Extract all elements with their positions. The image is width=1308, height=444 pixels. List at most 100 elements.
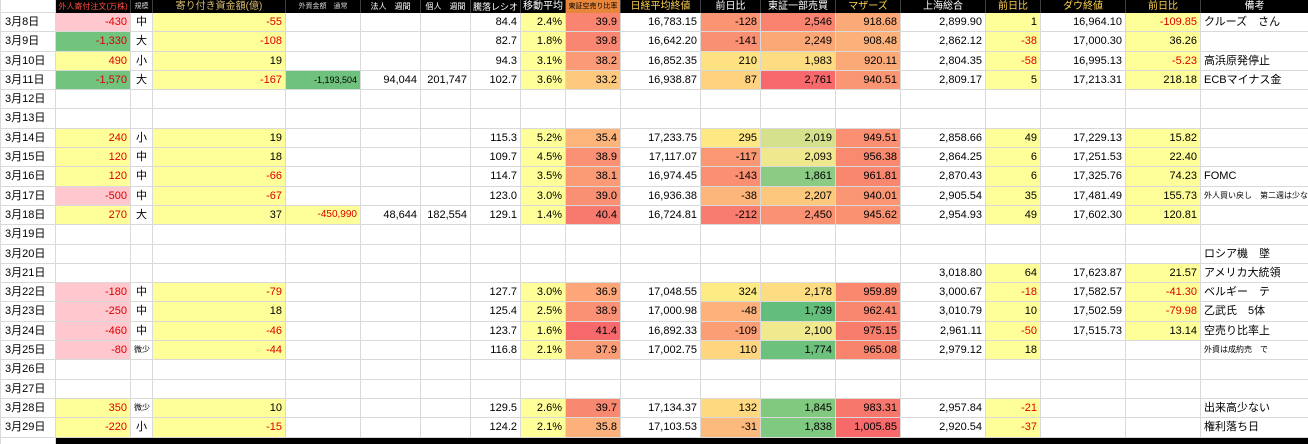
cell-individual-weekly[interactable] — [421, 225, 471, 245]
cell-shanghai-change[interactable]: 10 — [986, 302, 1041, 322]
cell-foreign-orders[interactable] — [56, 263, 131, 284]
cell-date[interactable]: 3月24日 — [1, 321, 56, 342]
cell-opening-funds[interactable] — [153, 109, 286, 129]
cell-shanghai-change[interactable]: 35 — [986, 186, 1041, 206]
cell-opening-funds[interactable]: -46 — [153, 321, 286, 342]
cell-moving-average[interactable] — [521, 379, 566, 399]
cell-remarks[interactable] — [1201, 360, 1308, 380]
cell-foreign-amount[interactable] — [286, 398, 361, 419]
column-header-foreign-orders[interactable]: 外人寄付注文(万株) — [56, 0, 131, 13]
cell-dow-change[interactable] — [1126, 225, 1201, 245]
cell-updown-ratio[interactable]: 84.4 — [471, 13, 521, 33]
column-header-corporate-weekly[interactable]: 法人 週間 — [361, 0, 421, 13]
cell-date[interactable]: 3月20日 — [1, 244, 56, 264]
column-header-foreign-amount[interactable]: 外資金額 通常 — [286, 0, 361, 13]
cell-corporate-weekly[interactable] — [361, 128, 421, 149]
cell-nikkei-change[interactable] — [701, 360, 761, 380]
cell-order-size[interactable]: 中 — [131, 167, 153, 187]
cell-nikkei-close[interactable]: 17,103.53 — [621, 418, 701, 438]
cell-opening-funds[interactable]: -67 — [153, 186, 286, 206]
cell-date[interactable]: 3月18日 — [1, 205, 56, 226]
cell-opening-funds[interactable]: 37 — [153, 205, 286, 226]
cell-nikkei-change[interactable] — [701, 109, 761, 129]
cell-dow-change[interactable]: 218.18 — [1126, 70, 1201, 91]
cell-individual-weekly[interactable] — [421, 244, 471, 264]
cell-individual-weekly[interactable] — [421, 379, 471, 399]
cell-individual-weekly[interactable] — [421, 321, 471, 342]
cell-nikkei-change[interactable]: 87 — [701, 70, 761, 91]
cell-tse1-volume[interactable]: 2,093 — [761, 148, 836, 168]
cell-remarks[interactable] — [1201, 109, 1308, 129]
cell-foreign-orders[interactable]: 490 — [56, 51, 131, 71]
cell-order-size[interactable]: 大 — [131, 70, 153, 91]
cell-shanghai-change[interactable]: -38 — [986, 32, 1041, 52]
cell-individual-weekly[interactable] — [421, 167, 471, 187]
cell-opening-funds[interactable]: -79 — [153, 283, 286, 303]
cell-remarks[interactable]: クルーズ さん — [1201, 13, 1308, 33]
cell-nikkei-close[interactable]: 17,000.98 — [621, 302, 701, 322]
cell-foreign-orders[interactable] — [56, 109, 131, 129]
cell-remarks[interactable]: 権利落ち日 — [1201, 418, 1308, 438]
cell-updown-ratio[interactable] — [471, 244, 521, 264]
cell-shanghai-composite[interactable]: 2,870.43 — [901, 167, 986, 187]
cell-individual-weekly[interactable]: 201,747 — [421, 70, 471, 91]
cell-mothers-index[interactable]: 962.41 — [836, 302, 901, 322]
cell-foreign-amount[interactable] — [286, 109, 361, 129]
cell-shanghai-change[interactable]: 5 — [986, 70, 1041, 91]
cell-mothers-index[interactable] — [836, 360, 901, 380]
cell-shanghai-change[interactable]: -37 — [986, 418, 1041, 438]
cell-dow-close[interactable]: 17,502.59 — [1041, 302, 1126, 322]
cell-updown-ratio[interactable]: 116.8 — [471, 341, 521, 361]
cell-remarks[interactable]: 空売り比率上 — [1201, 322, 1308, 342]
cell-moving-average[interactable]: 2.1% — [521, 418, 566, 438]
cell-dow-change[interactable]: 15.82 — [1126, 128, 1201, 149]
cell-foreign-amount[interactable] — [286, 379, 361, 399]
cell-dow-close[interactable]: 17,602.30 — [1041, 205, 1126, 226]
cell-foreign-orders[interactable] — [56, 379, 131, 399]
cell-moving-average[interactable] — [521, 360, 566, 380]
cell-foreign-orders[interactable] — [56, 360, 131, 380]
cell-foreign-orders[interactable]: 120 — [56, 148, 131, 168]
cell-corporate-weekly[interactable] — [361, 90, 421, 110]
cell-foreign-amount[interactable] — [286, 128, 361, 149]
cell-shanghai-change[interactable]: -21 — [986, 398, 1041, 419]
cell-corporate-weekly[interactable] — [361, 418, 421, 438]
cell-foreign-amount[interactable] — [286, 32, 361, 52]
cell-moving-average[interactable]: 1.8% — [521, 32, 566, 52]
cell-foreign-amount[interactable] — [286, 360, 361, 380]
cell-dow-change[interactable] — [1126, 379, 1201, 399]
cell-short-sell-ratio[interactable]: 39.7 — [566, 398, 621, 419]
cell-short-sell-ratio[interactable]: 40.4 — [566, 205, 621, 226]
cell-foreign-orders[interactable]: -220 — [56, 418, 131, 438]
cell-foreign-orders[interactable]: -430 — [56, 13, 131, 33]
cell-shanghai-composite[interactable] — [901, 90, 986, 110]
cell-date[interactable]: 3月11日 — [1, 70, 56, 91]
cell-order-size[interactable]: 小 — [131, 128, 153, 149]
cell-opening-funds[interactable]: 19 — [153, 51, 286, 71]
cell-nikkei-change[interactable]: -48 — [701, 302, 761, 322]
column-header-updown-ratio[interactable]: 騰落レシオ — [471, 0, 521, 13]
cell-nikkei-close[interactable]: 16,936.38 — [621, 186, 701, 206]
cell-foreign-amount[interactable] — [286, 225, 361, 245]
cell-foreign-orders[interactable]: 120 — [56, 167, 131, 187]
cell-order-size[interactable]: 小 — [131, 418, 153, 438]
cell-remarks[interactable]: ECBマイナス金 — [1201, 71, 1308, 91]
cell-remarks[interactable]: ベルギー テ — [1201, 283, 1308, 303]
cell-short-sell-ratio[interactable] — [566, 225, 621, 245]
cell-opening-funds[interactable] — [153, 90, 286, 110]
cell-dow-close[interactable] — [1041, 341, 1126, 361]
cell-individual-weekly[interactable] — [421, 186, 471, 206]
cell-tse1-volume[interactable]: 1,739 — [761, 302, 836, 322]
cell-corporate-weekly[interactable] — [361, 321, 421, 342]
cell-dow-close[interactable]: 17,000.30 — [1041, 32, 1126, 52]
cell-nikkei-close[interactable]: 17,002.75 — [621, 341, 701, 361]
cell-remarks[interactable]: ロシア機 墜 — [1201, 245, 1308, 264]
cell-order-size[interactable] — [131, 90, 153, 110]
cell-mothers-index[interactable] — [836, 225, 901, 245]
cell-order-size[interactable] — [131, 244, 153, 264]
cell-opening-funds[interactable]: -108 — [153, 32, 286, 52]
cell-tse1-volume[interactable]: 2,100 — [761, 321, 836, 342]
cell-short-sell-ratio[interactable]: 39.8 — [566, 32, 621, 52]
cell-remarks[interactable] — [1201, 32, 1308, 52]
cell-mothers-index[interactable]: 975.15 — [836, 321, 901, 342]
